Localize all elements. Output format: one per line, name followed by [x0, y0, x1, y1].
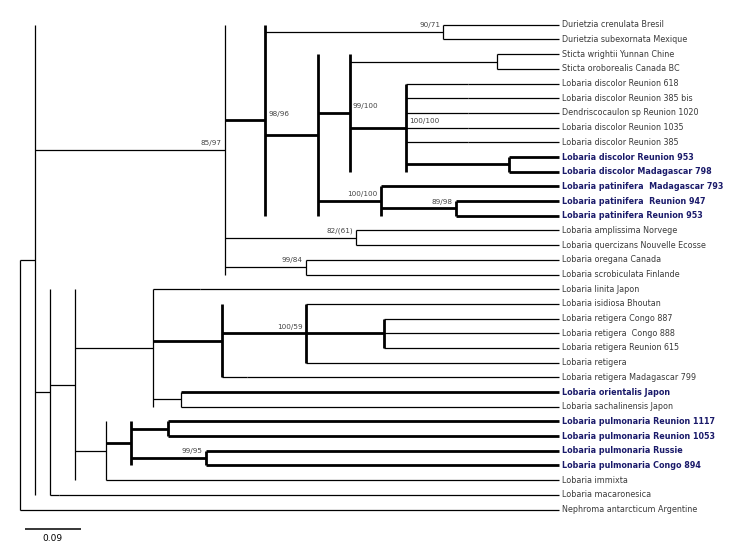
- Text: Lobaria sachalinensis Japon: Lobaria sachalinensis Japon: [562, 402, 673, 411]
- Text: 99/84: 99/84: [282, 258, 303, 264]
- Text: 89/98: 89/98: [432, 199, 453, 205]
- Text: Lobaria discolor Reunion 1035: Lobaria discolor Reunion 1035: [562, 123, 684, 132]
- Text: Lobaria orientalis Japon: Lobaria orientalis Japon: [562, 388, 670, 396]
- Text: Lobaria linita Japon: Lobaria linita Japon: [562, 284, 639, 294]
- Text: Lobaria retigera Madagascar 799: Lobaria retigera Madagascar 799: [562, 373, 696, 382]
- Text: Lobaria retigera: Lobaria retigera: [562, 358, 627, 367]
- Text: 100/100: 100/100: [347, 192, 378, 198]
- Text: Sticta oroborealis Canada BC: Sticta oroborealis Canada BC: [562, 64, 680, 73]
- Text: Lobaria macaronesica: Lobaria macaronesica: [562, 490, 651, 500]
- Text: Lobaria quercizans Nouvelle Ecosse: Lobaria quercizans Nouvelle Ecosse: [562, 241, 706, 250]
- Text: Durietzia subexornata Mexique: Durietzia subexornata Mexique: [562, 35, 687, 44]
- Text: 85/97: 85/97: [201, 140, 222, 146]
- Text: Lobaria pulmonaria Russie: Lobaria pulmonaria Russie: [562, 446, 683, 455]
- Text: Durietzia crenulata Bresil: Durietzia crenulata Bresil: [562, 20, 664, 29]
- Text: Lobaria pulmonaria Reunion 1117: Lobaria pulmonaria Reunion 1117: [562, 417, 715, 426]
- Text: Lobaria discolor Reunion 618: Lobaria discolor Reunion 618: [562, 79, 678, 88]
- Text: 82/(61): 82/(61): [326, 228, 353, 234]
- Text: Lobaria patinifera  Madagascar 793: Lobaria patinifera Madagascar 793: [562, 182, 723, 191]
- Text: Lobaria oregana Canada: Lobaria oregana Canada: [562, 256, 661, 264]
- Text: Lobaria patinifera Reunion 953: Lobaria patinifera Reunion 953: [562, 211, 703, 220]
- Text: 100/100: 100/100: [409, 118, 439, 124]
- Text: Lobaria retigera Reunion 615: Lobaria retigera Reunion 615: [562, 343, 679, 353]
- Text: Lobaria pulmonaria Congo 894: Lobaria pulmonaria Congo 894: [562, 461, 701, 470]
- Text: Lobaria amplissima Norvege: Lobaria amplissima Norvege: [562, 226, 678, 235]
- Text: Lobaria discolor Reunion 385 bis: Lobaria discolor Reunion 385 bis: [562, 94, 693, 103]
- Text: Lobaria retigera Congo 887: Lobaria retigera Congo 887: [562, 314, 673, 323]
- Text: 100/59: 100/59: [277, 324, 303, 330]
- Text: Lobaria immixta: Lobaria immixta: [562, 476, 628, 485]
- Text: 99/95: 99/95: [182, 448, 203, 454]
- Text: Lobaria pulmonaria Reunion 1053: Lobaria pulmonaria Reunion 1053: [562, 431, 715, 441]
- Text: 90/71: 90/71: [420, 22, 440, 28]
- Text: 98/96: 98/96: [268, 111, 290, 117]
- Text: Lobaria scrobiculata Finlande: Lobaria scrobiculata Finlande: [562, 270, 680, 279]
- Text: Lobaria discolor Madagascar 798: Lobaria discolor Madagascar 798: [562, 167, 712, 176]
- Text: Lobaria discolor Reunion 953: Lobaria discolor Reunion 953: [562, 152, 694, 162]
- Text: Lobaria isidiosa Bhoutan: Lobaria isidiosa Bhoutan: [562, 299, 661, 308]
- Text: 0.09: 0.09: [43, 534, 63, 543]
- Text: Lobaria retigera  Congo 888: Lobaria retigera Congo 888: [562, 329, 675, 338]
- Text: Lobaria discolor Reunion 385: Lobaria discolor Reunion 385: [562, 138, 679, 147]
- Text: Lobaria patinifera  Reunion 947: Lobaria patinifera Reunion 947: [562, 197, 705, 205]
- Text: Dendriscocaulon sp Reunion 1020: Dendriscocaulon sp Reunion 1020: [562, 109, 699, 117]
- Text: 99/100: 99/100: [353, 103, 378, 109]
- Text: Sticta wrightii Yunnan Chine: Sticta wrightii Yunnan Chine: [562, 50, 675, 58]
- Text: Nephroma antarcticum Argentine: Nephroma antarcticum Argentine: [562, 505, 697, 514]
